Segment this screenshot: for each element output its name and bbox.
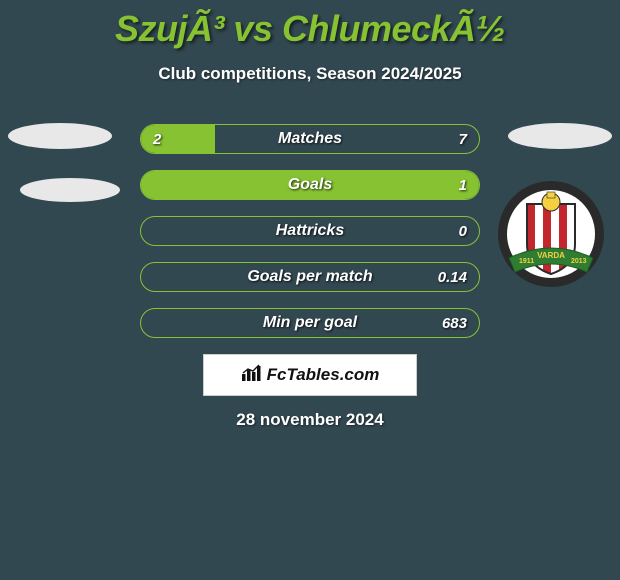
bar-label: Min per goal — [141, 309, 479, 337]
bar-value-right: 683 — [442, 309, 467, 337]
page-title: SzujÃ³ vs ChlumeckÃ½ — [0, 0, 620, 50]
bar-label: Hattricks — [141, 217, 479, 245]
bar-label: Goals — [141, 171, 479, 199]
bar-row-min-per-goal: Min per goal 683 — [140, 308, 480, 338]
bar-value-right: 0.14 — [438, 263, 467, 291]
bar-label: Matches — [141, 125, 479, 153]
bar-row-hattricks: Hattricks 0 — [140, 216, 480, 246]
player-left-placeholder-1 — [8, 123, 112, 149]
watermark-text: FcTables.com — [267, 365, 380, 385]
bar-row-matches: 2 Matches 7 — [140, 124, 480, 154]
watermark[interactable]: FcTables.com — [203, 354, 417, 396]
bar-label: Goals per match — [141, 263, 479, 291]
bar-value-right: 1 — [459, 171, 467, 199]
comparison-bars: 2 Matches 7 Goals 1 Hattricks 0 Goals pe… — [140, 124, 480, 338]
bar-row-goals-per-match: Goals per match 0.14 — [140, 262, 480, 292]
page-subtitle: Club competitions, Season 2024/2025 — [0, 64, 620, 84]
bars-icon — [241, 364, 263, 387]
player-left-placeholder-2 — [20, 178, 120, 202]
bar-value-right: 7 — [459, 125, 467, 153]
bar-value-right: 0 — [459, 217, 467, 245]
crest-year-right: 2013 — [571, 258, 587, 265]
bar-row-goals: Goals 1 — [140, 170, 480, 200]
date-text: 28 november 2024 — [0, 410, 620, 430]
club-crest: 1911 VARDA 2013 — [497, 180, 605, 288]
crest-year-left: 1911 — [519, 258, 534, 265]
crest-name: VARDA — [537, 251, 565, 260]
player-right-placeholder — [508, 123, 612, 149]
